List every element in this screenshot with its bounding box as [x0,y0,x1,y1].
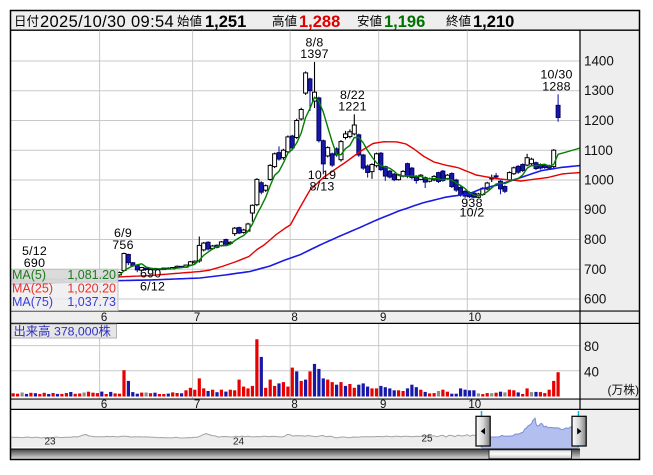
svg-text:8: 8 [291,312,297,324]
svg-text:出来高: 出来高 [14,324,51,339]
svg-text:40: 40 [584,364,599,379]
svg-text:10: 10 [468,399,481,411]
svg-text:8: 8 [291,399,297,411]
svg-text:25: 25 [421,434,433,445]
svg-text:1,210: 1,210 [473,13,514,31]
svg-text:690: 690 [24,256,45,270]
svg-text:8/22: 8/22 [340,88,365,102]
svg-text:高値: 高値 [272,14,297,29]
svg-text:10: 10 [468,312,481,324]
svg-text:8/8: 8/8 [306,35,324,49]
svg-text:900: 900 [584,202,606,217]
svg-text:1019: 1019 [308,168,337,182]
svg-text:10/2: 10/2 [459,206,484,220]
svg-text:10/30: 10/30 [540,68,572,82]
svg-text:2025/10/30 09:54: 2025/10/30 09:54 [40,13,174,31]
svg-text:80: 80 [584,339,599,354]
svg-text:6/9: 6/9 [114,226,132,240]
svg-text:1,081.20: 1,081.20 [67,268,116,282]
svg-text:1400: 1400 [584,54,614,69]
svg-text:日付: 日付 [14,15,39,29]
svg-text:9: 9 [380,399,386,411]
svg-text:690: 690 [140,266,161,280]
svg-text:378,000株: 378,000株 [54,324,111,339]
svg-text:MA(75): MA(75) [12,295,53,309]
svg-text:600: 600 [584,292,606,307]
svg-text:5/12: 5/12 [22,244,47,258]
svg-text:1,251: 1,251 [205,13,246,31]
svg-text:7: 7 [194,399,200,411]
svg-text:1,020.20: 1,020.20 [67,282,116,296]
svg-text:700: 700 [584,262,606,277]
svg-text:9: 9 [380,312,386,324]
svg-text:1100: 1100 [584,143,613,158]
svg-text:1000: 1000 [584,173,614,188]
svg-text:1288: 1288 [542,80,571,94]
svg-text:938: 938 [461,196,482,210]
svg-text:1221: 1221 [338,100,367,114]
svg-text:(万株): (万株) [608,383,640,397]
svg-text:24: 24 [233,437,245,448]
svg-text:1397: 1397 [300,47,329,61]
svg-text:1,196: 1,196 [384,13,425,31]
svg-text:756: 756 [112,238,133,252]
svg-text:1,037.73: 1,037.73 [67,295,116,309]
svg-text:800: 800 [584,232,606,247]
svg-text:1300: 1300 [584,83,614,98]
svg-text:6: 6 [101,312,107,324]
svg-text:8/13: 8/13 [309,180,334,194]
svg-text:終値: 終値 [446,14,471,29]
svg-text:23: 23 [44,437,56,448]
svg-text:MA(25): MA(25) [12,282,53,296]
svg-text:1200: 1200 [584,113,614,128]
svg-text:6: 6 [101,399,107,411]
svg-text:6/12: 6/12 [140,279,165,293]
svg-text:始値: 始値 [177,14,202,29]
svg-text:7: 7 [194,312,200,324]
svg-text:MA(5): MA(5) [12,268,46,282]
svg-text:安値: 安値 [357,14,382,29]
svg-text:1,288: 1,288 [299,13,340,31]
